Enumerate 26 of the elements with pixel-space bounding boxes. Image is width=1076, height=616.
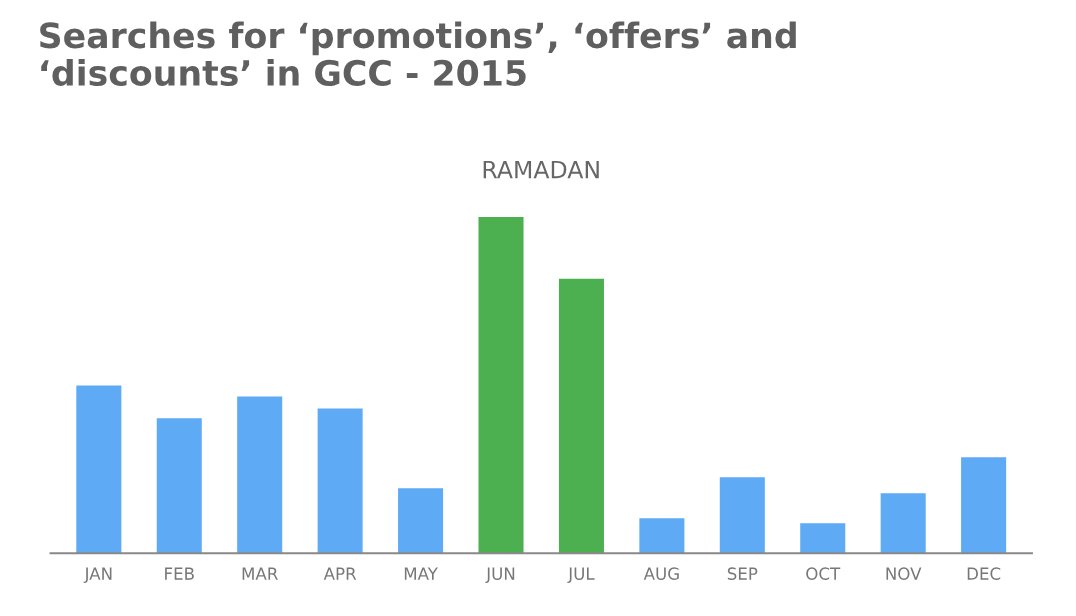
bar (961, 457, 1007, 554)
x-tick-label: OCT (806, 567, 841, 580)
bar (237, 396, 283, 554)
bar (639, 518, 685, 554)
bar (800, 523, 846, 554)
x-tick-label: DEC (967, 567, 1001, 580)
x-tick-label: JAN (83, 567, 112, 584)
bar (317, 408, 363, 554)
bar (719, 477, 765, 554)
bar (558, 278, 604, 554)
chart-title: Searches for ‘promotions’, ‘offers’ and ‘discounts’ in GCC - 2015 (40, 21, 796, 86)
bar (398, 488, 444, 554)
x-tick-label: MAY (404, 567, 438, 580)
x-tick-label: NOV (886, 567, 922, 580)
bar (478, 217, 524, 554)
x-tick-label: FEB (165, 567, 194, 580)
bar (156, 418, 202, 554)
x-tick-label: SEP (727, 567, 758, 580)
x-tick-label: JUN (485, 567, 515, 584)
bar (880, 493, 926, 554)
text: RAMADAN (483, 160, 599, 179)
x-tick-label: MAR (242, 567, 278, 580)
bar (76, 385, 122, 554)
x-tick-label: JUL (567, 567, 595, 584)
x-tick-label: AUG (643, 567, 679, 580)
x-tick-label: APR (323, 567, 357, 580)
